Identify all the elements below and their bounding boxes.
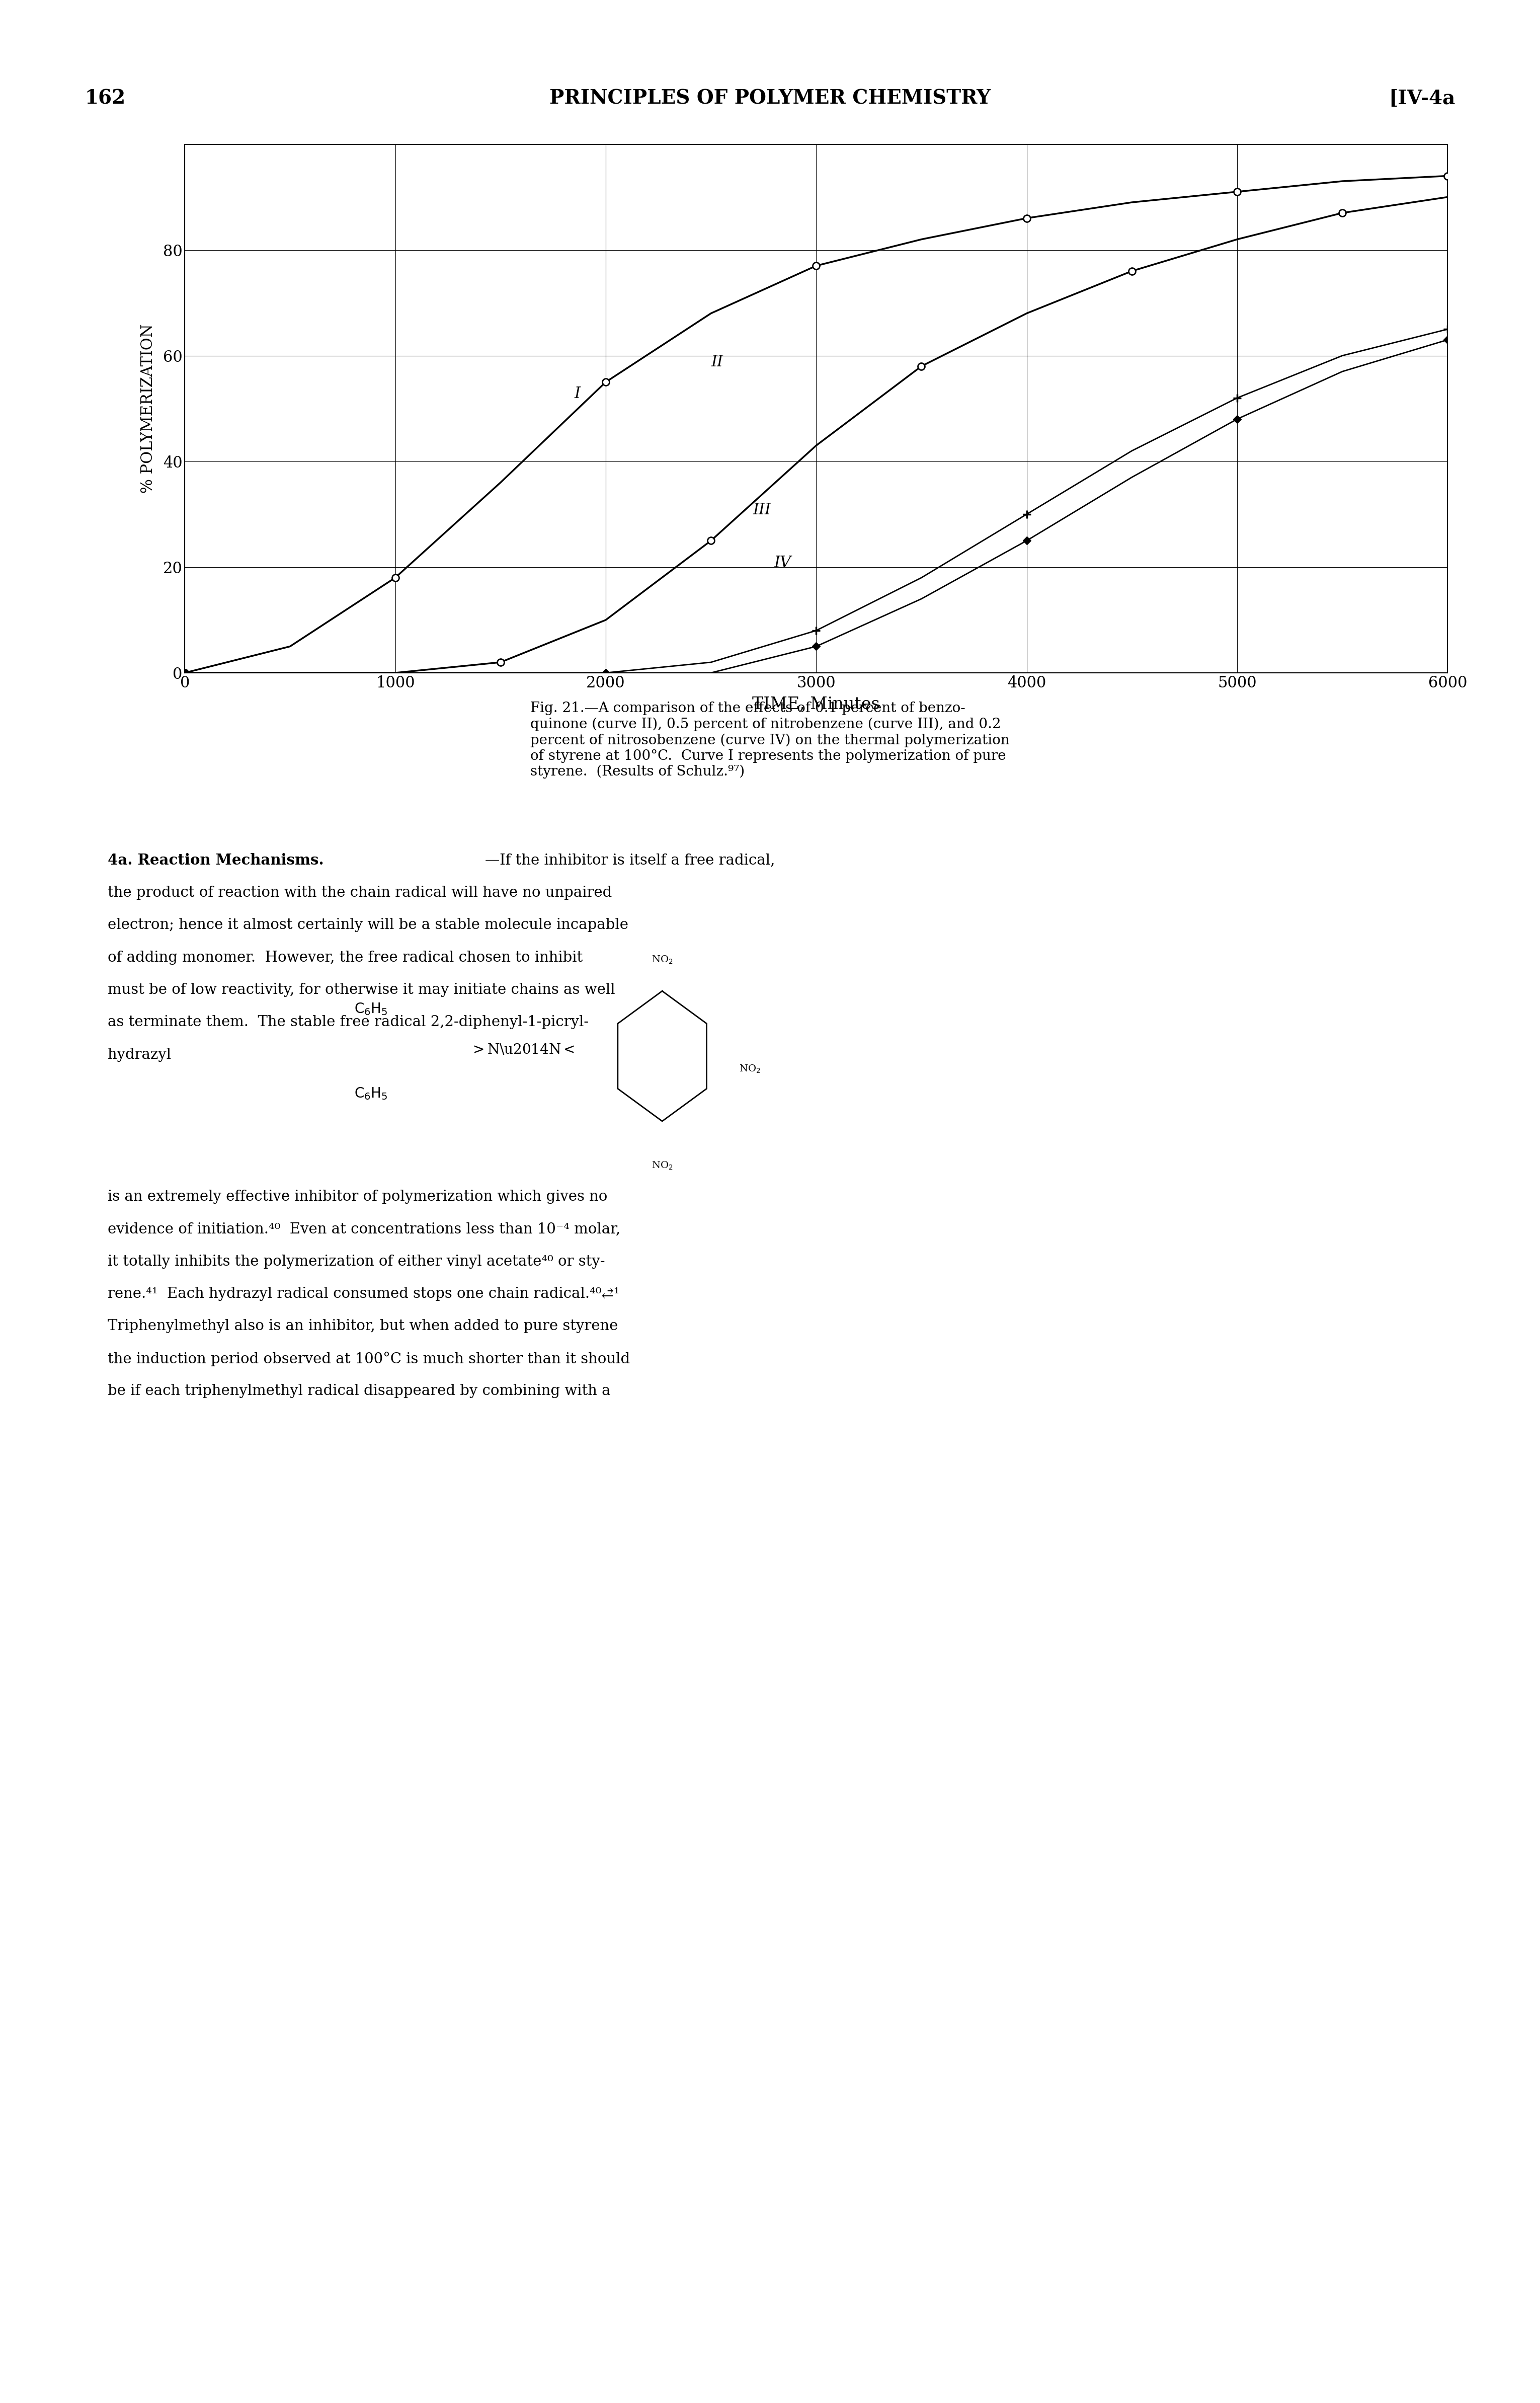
Text: rene.⁴¹  Each hydrazyl radical consumed stops one chain radical.⁴⁰⥄¹: rene.⁴¹ Each hydrazyl radical consumed s…: [108, 1288, 619, 1300]
Text: electron; hence it almost certainly will be a stable molecule incapable: electron; hence it almost certainly will…: [108, 918, 628, 932]
Text: —If the inhibitor is itself a free radical,: —If the inhibitor is itself a free radic…: [485, 853, 775, 867]
Text: PRINCIPLES OF POLYMER CHEMISTRY: PRINCIPLES OF POLYMER CHEMISTRY: [550, 89, 990, 108]
Text: the product of reaction with the chain radical will have no unpaired: the product of reaction with the chain r…: [108, 884, 611, 899]
Text: $\mathrm{C_6H_5}$: $\mathrm{C_6H_5}$: [354, 1086, 388, 1101]
Text: hydrazyl: hydrazyl: [108, 1048, 171, 1062]
Text: 162: 162: [85, 89, 126, 108]
Text: be if each triphenylmethyl radical disappeared by combining with a: be if each triphenylmethyl radical disap…: [108, 1384, 611, 1399]
Text: NO$_2$: NO$_2$: [739, 1065, 761, 1074]
Text: of adding monomer.  However, the free radical chosen to inhibit: of adding monomer. However, the free rad…: [108, 949, 582, 964]
Text: IV: IV: [775, 555, 792, 570]
Text: evidence of initiation.⁴⁰  Even at concentrations less than 10⁻⁴ molar,: evidence of initiation.⁴⁰ Even at concen…: [108, 1221, 621, 1235]
Y-axis label: % POLYMERIZATION: % POLYMERIZATION: [140, 324, 156, 493]
Text: I: I: [574, 387, 581, 401]
Text: [IV-4a: [IV-4a: [1389, 89, 1455, 108]
Text: the induction period observed at 100°C is much shorter than it should: the induction period observed at 100°C i…: [108, 1350, 630, 1367]
X-axis label: TIME, Minutes: TIME, Minutes: [753, 697, 879, 714]
Text: Triphenylmethyl also is an inhibitor, but when added to pure styrene: Triphenylmethyl also is an inhibitor, bu…: [108, 1319, 618, 1334]
Text: NO$_2$: NO$_2$: [651, 1161, 673, 1170]
Text: 4a. Reaction Mechanisms.: 4a. Reaction Mechanisms.: [108, 853, 323, 867]
Text: $>$N\u2014N$<$: $>$N\u2014N$<$: [470, 1043, 574, 1057]
Text: NO$_2$: NO$_2$: [651, 954, 673, 966]
Text: it totally inhibits the polymerization of either vinyl acetate⁴⁰ or sty-: it totally inhibits the polymerization o…: [108, 1254, 605, 1269]
Text: Fig. 21.—A comparison of the effects of 0.1 percent of benzo-
quinone (curve II): Fig. 21.—A comparison of the effects of …: [530, 702, 1010, 779]
Text: III: III: [753, 502, 772, 517]
Text: is an extremely effective inhibitor of polymerization which gives no: is an extremely effective inhibitor of p…: [108, 1189, 608, 1204]
Text: $\mathrm{C_6H_5}$: $\mathrm{C_6H_5}$: [354, 1002, 388, 1016]
Text: II: II: [711, 353, 724, 370]
Text: must be of low reactivity, for otherwise it may initiate chains as well: must be of low reactivity, for otherwise…: [108, 983, 616, 997]
Text: as terminate them.  The stable free radical 2,2-diphenyl-1-picryl-: as terminate them. The stable free radic…: [108, 1014, 588, 1028]
